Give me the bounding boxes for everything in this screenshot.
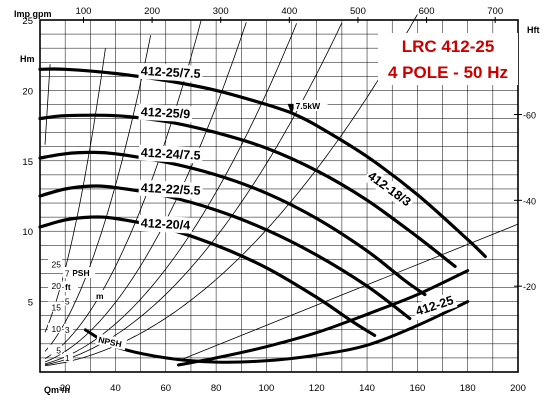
x-tick-label: 20 — [60, 383, 71, 394]
x-tick-label: 160 — [409, 383, 425, 394]
system-curve-upper — [178, 223, 519, 362]
y-tick-label: 20 — [22, 86, 33, 97]
system-curve — [44, 23, 297, 365]
series-line — [38, 67, 294, 115]
chart-subtitle: 4 POLE - 50 Hz — [388, 63, 508, 82]
curve-series — [38, 67, 487, 367]
series-label-background — [138, 144, 203, 164]
npsh-m-label-bg — [63, 267, 73, 278]
series-label: 412-24/7.5 — [140, 146, 200, 163]
npsh-ft-tick-label: 20 — [52, 281, 62, 291]
y-tick-label: 25 — [22, 16, 33, 27]
series-line — [38, 184, 412, 321]
x2-tick-label: 600 — [419, 6, 435, 17]
npsh-m-label-bg — [63, 323, 73, 334]
npsh-ft-tick-label: 5 — [56, 346, 61, 356]
npsh-ft-label-bg — [48, 280, 62, 291]
series-line — [176, 269, 470, 367]
npsh-scale-labels: NPSH ft m — [63, 267, 106, 301]
series-label: 412-25/9 — [140, 105, 190, 122]
system-curve — [44, 14, 418, 367]
series-label-background — [138, 214, 193, 234]
x2-tick-label: 300 — [213, 6, 229, 17]
x2-tick-label: 400 — [281, 6, 297, 17]
curve-labels: 7.5kW 5 10 15 20 25 1 3 5 7 412-25/7.5 412-25/9 412-… — [48, 62, 458, 363]
y-tick-label: 5 — [28, 298, 33, 309]
x2-axis-unit-label: Imp gpm — [14, 9, 52, 19]
y2-tick-label: -20 — [523, 282, 536, 292]
npsh-ft-label-bg — [48, 344, 62, 355]
series-line — [38, 150, 427, 297]
npsh-m-tick-label: 3 — [65, 325, 70, 335]
series-label: 412-25/7.5 — [140, 64, 200, 81]
y-tick-label: 15 — [22, 157, 33, 168]
title-background — [378, 33, 518, 85]
x-tick-label: 100 — [258, 383, 274, 394]
y2-tick-label: -60 — [523, 111, 536, 121]
x-tick-label: 120 — [309, 383, 325, 394]
annotation-background — [293, 99, 328, 111]
system-curve — [44, 22, 247, 363]
y2-axis-unit-label: Hft — [527, 25, 540, 35]
annotation-label: 7.5kW — [296, 101, 322, 111]
plot-frame — [39, 19, 519, 373]
npsh-curve-label-background — [95, 333, 128, 351]
series-label-background — [138, 103, 193, 123]
y2-tick-label: -40 — [523, 196, 536, 206]
npsh-axis-label: NPSH — [66, 268, 90, 278]
series-label-background — [138, 179, 203, 200]
series-label-background — [411, 291, 458, 321]
x-tick-label: 140 — [359, 383, 375, 394]
x2-tick-label: 200 — [144, 6, 160, 17]
series-line — [290, 111, 487, 259]
npsh-ft-tick-label: 15 — [52, 303, 62, 313]
y-tick-label: 10 — [22, 227, 33, 238]
npsh-ft-unit-label: ft — [65, 282, 71, 292]
series-label: 412-25 — [414, 293, 455, 318]
series-label: 412-20/4 — [140, 216, 190, 233]
npsh-m-tick-label: 7 — [65, 268, 70, 278]
series-label: 412-22/5.5 — [140, 181, 200, 198]
npsh-ft-label-bg — [48, 301, 62, 312]
npsh-m-label-bg — [63, 295, 73, 306]
x2-tick-label: 500 — [350, 6, 366, 17]
x2-tick-label: 100 — [76, 6, 92, 17]
npsh-m-tick-label: 5 — [65, 297, 70, 307]
npsh-ft-label-bg — [48, 323, 62, 334]
series-label-background — [138, 62, 203, 83]
chart-title: LRC 412-25 — [402, 37, 495, 56]
npsh-ft-tick-label: 25 — [52, 260, 62, 270]
x-tick-label: 60 — [161, 383, 172, 394]
x-tick-label: 180 — [460, 383, 476, 394]
npsh-m-unit-label: m — [96, 291, 104, 301]
series-label-background — [363, 166, 416, 212]
series-line — [38, 215, 377, 337]
npsh-ft-label-bg — [48, 258, 62, 269]
npsh-curve-label: NPSH — [97, 335, 122, 350]
y-axis-unit-label: Hm — [20, 54, 35, 64]
npsh-curve — [83, 300, 470, 364]
x-tick-label: 40 — [110, 383, 121, 394]
x2-tick-label: 700 — [487, 6, 503, 17]
npsh-m-tick-label: 1 — [65, 353, 70, 363]
x-axis-unit-label: Qm³/h — [44, 385, 70, 395]
npsh-ft-tick-label: 10 — [52, 324, 62, 334]
series-line — [38, 113, 457, 268]
system-curve — [44, 22, 343, 366]
x-tick-label: 80 — [211, 383, 222, 394]
x-tick-label: 200 — [510, 383, 526, 394]
npsh-m-label-bg — [63, 351, 73, 362]
